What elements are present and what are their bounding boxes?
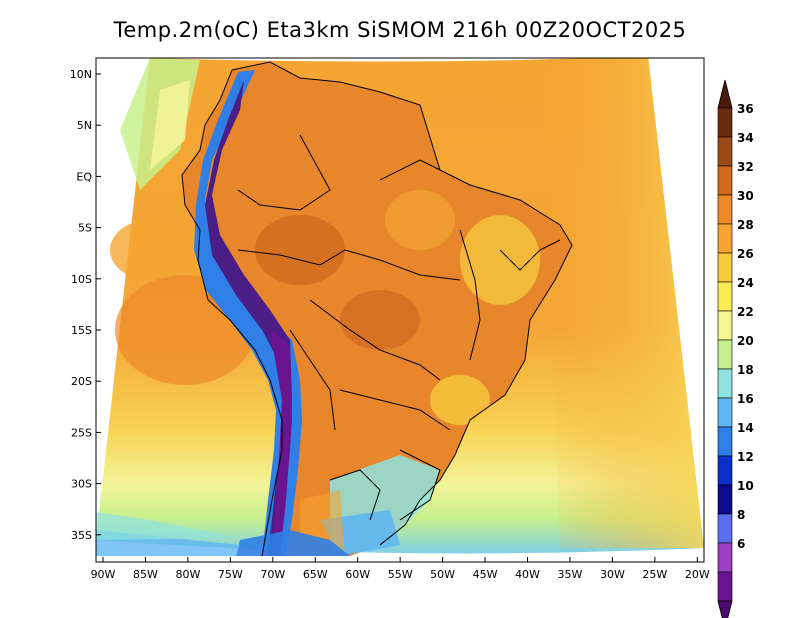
colorbar-segment: [717, 107, 733, 138]
lon-tick-label: 90W: [91, 568, 116, 581]
colorbar-segment: [717, 165, 733, 196]
lon-tick-label: 85W: [133, 568, 158, 581]
colorbar-label: 22: [737, 305, 754, 319]
lon-tick-label: 70W: [260, 568, 285, 581]
lon-tick-label: 80W: [175, 568, 200, 581]
lon-tick-label: 60W: [345, 568, 370, 581]
colorbar-label: 26: [737, 247, 754, 261]
lon-tick-label: 20W: [685, 568, 710, 581]
colorbar-label: 18: [737, 363, 754, 377]
lat-tick-label: 10S: [71, 273, 92, 286]
lon-tick-label: 75W: [218, 568, 243, 581]
lat-tick-label: 35S: [71, 529, 92, 542]
colorbar-label: 10: [737, 479, 754, 493]
colorbar-segment: [717, 397, 733, 428]
andes-cold-band: [194, 70, 302, 556]
colorbar-segment: [717, 252, 733, 283]
lon-tick-label: 35W: [558, 568, 583, 581]
lat-tick-label: 30S: [71, 478, 92, 491]
colorbar-segment: [717, 368, 733, 399]
map-title: Temp.2m(oC) Eta3km SiSMOM 216h 00Z20OCT2…: [113, 18, 687, 42]
lat-tick-label: EQ: [76, 170, 92, 183]
colorbar-top-arrow: [717, 79, 733, 109]
lon-tick-label: 45W: [473, 568, 498, 581]
lon-tick-label: 65W: [303, 568, 328, 581]
lon-tick-label: 55W: [388, 568, 413, 581]
colorbar-segment: [717, 281, 733, 312]
colorbar-label: 24: [737, 276, 754, 290]
colorbar-label: 32: [737, 160, 754, 174]
colorbar-segment: [717, 484, 733, 515]
colorbar-segment: [717, 542, 733, 573]
colorbar-segment: [717, 223, 733, 254]
temperature-field: [96, 58, 704, 557]
colorbar-label: 16: [737, 392, 754, 406]
latitude-axis: 10N 5N EQ 5S 10S 15S 20S 25S 30S 35S: [70, 68, 101, 542]
lat-tick-label: 15S: [71, 324, 92, 337]
colorbar-segment: [717, 310, 733, 341]
colorbar-segment: [717, 339, 733, 370]
colorbar: 36 34 32 30 28 26 24 22 20 18 16 14 12 10 8 6: [717, 79, 754, 618]
longitude-axis: 90W 85W 80W 75W 70W 65W 60W 55W 50W 45W 40W 35W 30W 2…: [91, 557, 710, 581]
colorbar-label: 8: [737, 508, 745, 522]
lon-tick-label: 30W: [600, 568, 625, 581]
colorbar-segment: [717, 455, 733, 486]
lon-tick-label: 25W: [642, 568, 667, 581]
lat-tick-label: 5N: [77, 119, 92, 132]
lon-tick-label: 40W: [515, 568, 540, 581]
colorbar-segment: [717, 426, 733, 457]
colorbar-segment: [717, 513, 733, 544]
lat-tick-label: 10N: [70, 68, 92, 81]
colorbar-label: 30: [737, 189, 754, 203]
lon-tick-label: 50W: [430, 568, 455, 581]
colorbar-bottom-arrow: [717, 600, 733, 618]
colorbar-label: 28: [737, 218, 754, 232]
colorbar-label: 6: [737, 537, 745, 551]
colorbar-label: 20: [737, 334, 754, 348]
colorbar-segment: [717, 136, 733, 167]
lat-tick-label: 5S: [78, 222, 92, 235]
colorbar-label: 36: [737, 102, 754, 116]
colorbar-label: 14: [737, 421, 754, 435]
colorbar-label: 34: [737, 131, 754, 145]
political-boundaries: [181, 61, 573, 557]
colorbar-label: 12: [737, 450, 754, 464]
colorbar-segment: [717, 194, 733, 225]
lat-tick-label: 20S: [71, 375, 92, 388]
colorbar-segment: [717, 571, 733, 602]
lat-tick-label: 25S: [71, 426, 92, 439]
